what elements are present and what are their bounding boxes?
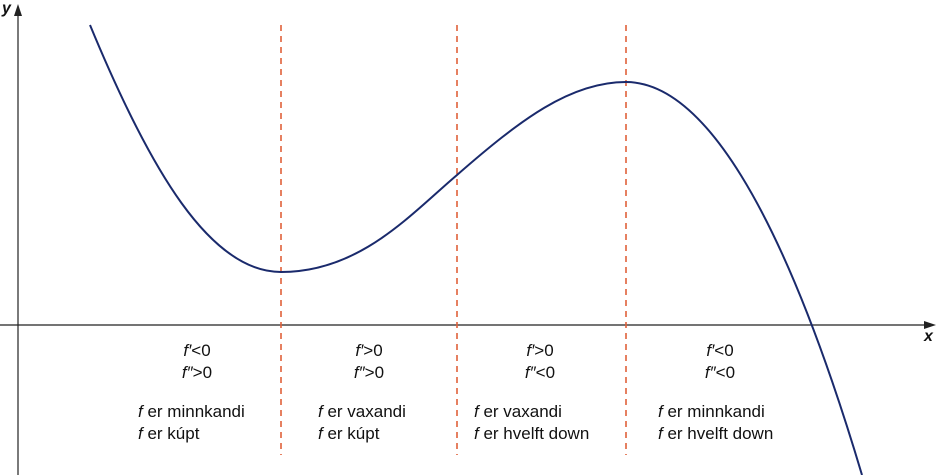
region-text: f′>0: [526, 341, 554, 360]
x-axis-label: x: [924, 328, 933, 345]
y-axis-label: y: [2, 0, 11, 17]
x-arrow: [924, 321, 936, 329]
region-text: f er hvelft down: [474, 424, 590, 443]
region-text: f er hvelft down: [658, 424, 774, 443]
region-text: f′<0: [183, 341, 211, 360]
dividers: [280, 25, 627, 455]
curve: [89, 24, 863, 475]
region-text: f″>0: [181, 363, 213, 382]
y-arrow: [14, 4, 22, 16]
region-text: f er vaxandi: [318, 402, 406, 421]
region-text: f″>0: [353, 363, 385, 382]
region-text: f er minnkandi: [138, 402, 245, 421]
region-text: f″<0: [524, 363, 556, 382]
region-text: f er kúpt: [138, 424, 200, 443]
region-text: f er vaxandi: [474, 402, 562, 421]
region-text: f′>0: [355, 341, 383, 360]
region-text: f′<0: [706, 341, 734, 360]
region-text: f er kúpt: [318, 424, 380, 443]
region-text: f er minnkandi: [658, 402, 765, 421]
region-text: f″<0: [704, 363, 736, 382]
